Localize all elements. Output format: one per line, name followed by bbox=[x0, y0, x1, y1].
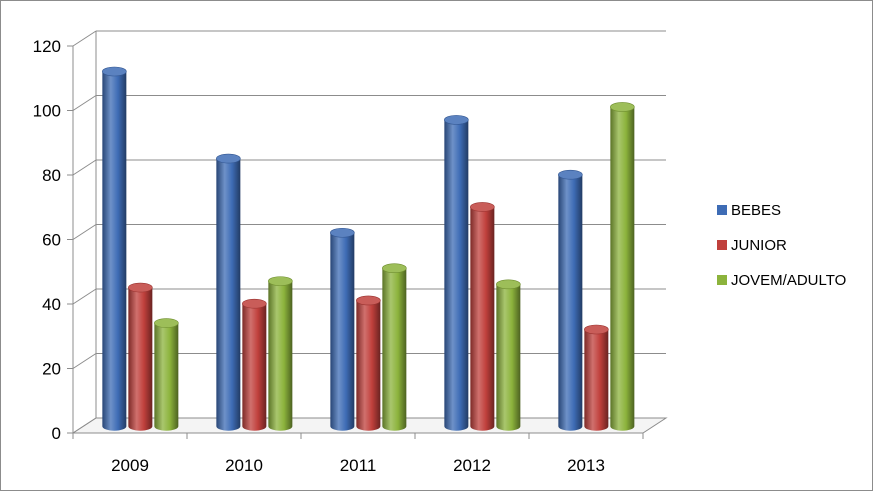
bar bbox=[154, 318, 179, 431]
bar bbox=[558, 169, 583, 431]
gridline-diagonal bbox=[72, 288, 97, 305]
x-axis: 2009 2010 2011 2012 2013 bbox=[72, 432, 644, 475]
gridline-diagonal bbox=[72, 95, 97, 111]
bar bbox=[356, 295, 381, 431]
gridline-diagonal bbox=[72, 417, 97, 434]
legend: BEBES JUNIOR JOVEM/ADULTO bbox=[717, 202, 846, 289]
x-tick-label: 2012 bbox=[453, 456, 491, 475]
x-tick-label: 2011 bbox=[340, 456, 377, 475]
y-tick-label: 120 bbox=[33, 37, 61, 56]
bar bbox=[444, 115, 469, 431]
bar bbox=[382, 263, 407, 431]
bar bbox=[242, 298, 267, 431]
gridline-diagonal bbox=[72, 224, 97, 240]
bar bbox=[216, 153, 241, 431]
legend-item: BEBES bbox=[717, 202, 781, 219]
legend-item: JOVEM/ADULTO bbox=[717, 272, 846, 289]
legend-swatch bbox=[717, 275, 727, 285]
bar bbox=[128, 282, 153, 431]
bar bbox=[268, 276, 293, 431]
bar bbox=[496, 279, 521, 431]
y-tick-label: 40 bbox=[42, 295, 61, 314]
bar bbox=[470, 202, 495, 431]
bars bbox=[102, 66, 635, 431]
y-tick-label: 20 bbox=[42, 360, 61, 379]
legend-label: JOVEM/ADULTO bbox=[731, 272, 846, 289]
bar bbox=[102, 66, 127, 431]
gridline-diagonal bbox=[72, 353, 97, 369]
x-tick-label: 2010 bbox=[225, 456, 263, 475]
bar bbox=[610, 102, 635, 431]
y-axis: 0 20 40 60 80 100 120 bbox=[33, 37, 74, 443]
y-tick-label: 100 bbox=[33, 102, 61, 121]
bar bbox=[584, 324, 609, 431]
y-tick-label: 0 bbox=[52, 424, 61, 443]
x-tick-label: 2009 bbox=[111, 456, 149, 475]
x-tick-label: 2013 bbox=[567, 456, 605, 475]
legend-swatch bbox=[717, 205, 727, 215]
gridline-diagonal bbox=[72, 30, 97, 47]
bar bbox=[330, 227, 355, 431]
y-tick-label: 60 bbox=[42, 231, 61, 250]
legend-label: BEBES bbox=[731, 202, 781, 219]
legend-swatch bbox=[717, 240, 727, 250]
gridline-diagonal bbox=[72, 159, 97, 176]
legend-item: JUNIOR bbox=[717, 237, 787, 254]
legend-label: JUNIOR bbox=[731, 237, 787, 254]
y-tick-label: 80 bbox=[42, 166, 61, 185]
